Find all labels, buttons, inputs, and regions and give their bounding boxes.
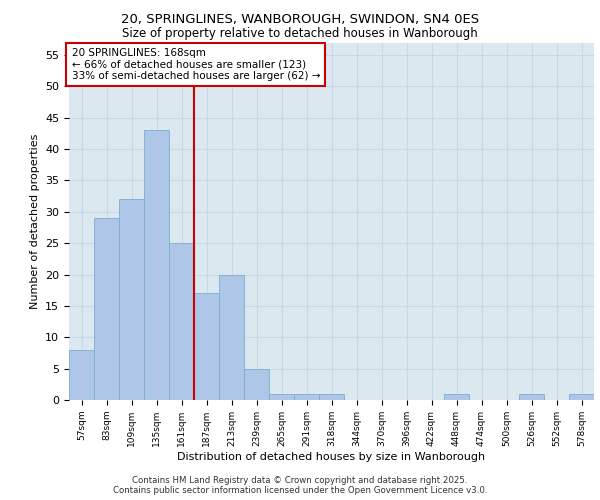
Bar (219, 274, 244, 400)
Bar (294, 394, 319, 400)
Bar (519, 394, 544, 400)
Bar (94, 218, 119, 400)
Bar (144, 130, 169, 400)
Text: 20 SPRINGLINES: 168sqm
← 66% of detached houses are smaller (123)
33% of semi-de: 20 SPRINGLINES: 168sqm ← 66% of detached… (71, 48, 320, 81)
Bar (444, 394, 469, 400)
Bar (119, 200, 144, 400)
Bar (69, 350, 94, 400)
Text: 20, SPRINGLINES, WANBOROUGH, SWINDON, SN4 0ES: 20, SPRINGLINES, WANBOROUGH, SWINDON, SN… (121, 12, 479, 26)
X-axis label: Distribution of detached houses by size in Wanborough: Distribution of detached houses by size … (178, 452, 485, 462)
Bar (319, 394, 344, 400)
Bar (569, 394, 594, 400)
Y-axis label: Number of detached properties: Number of detached properties (29, 134, 40, 309)
Bar (169, 243, 194, 400)
Bar (269, 394, 294, 400)
Bar (194, 294, 219, 400)
Text: Contains HM Land Registry data © Crown copyright and database right 2025.
Contai: Contains HM Land Registry data © Crown c… (113, 476, 487, 495)
Bar (244, 368, 269, 400)
Text: Size of property relative to detached houses in Wanborough: Size of property relative to detached ho… (122, 28, 478, 40)
